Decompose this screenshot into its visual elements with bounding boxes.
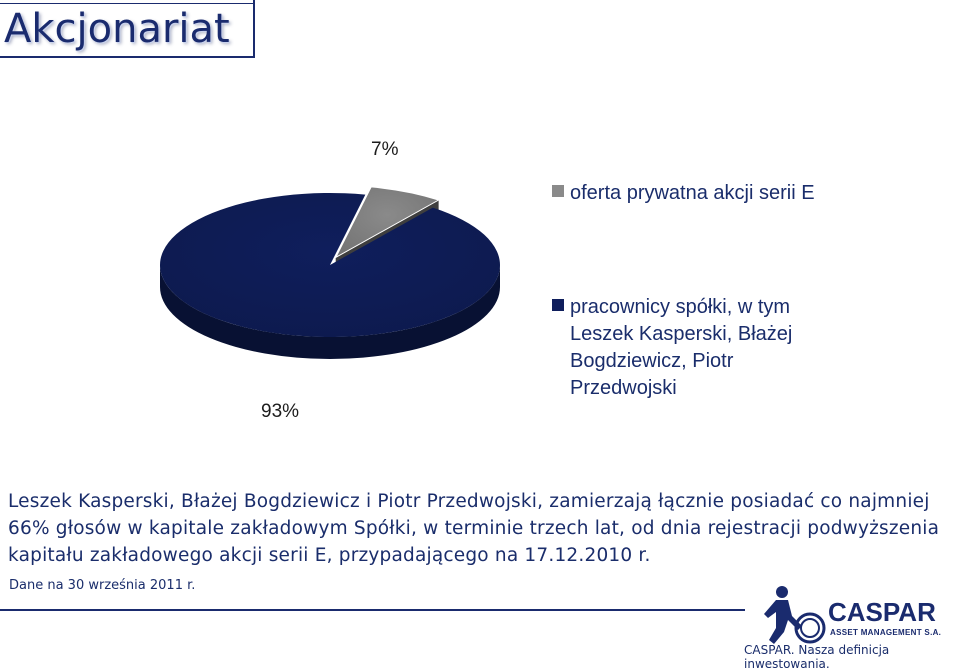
shareholder-note: Leszek Kasperski, Błażej Bogdziewicz i P… — [8, 488, 948, 569]
data-label-oferta: 7% — [371, 139, 399, 160]
page-title: Akcjonariat — [4, 6, 230, 52]
footer-rule — [0, 609, 745, 611]
logo-subtitle: ASSET MANAGEMENT S.A. — [830, 628, 942, 637]
legend-line: pracownicy spółki, w tym — [570, 296, 791, 318]
note-line: 66% głosów w kapitale zakładowym Spółki,… — [8, 518, 940, 539]
data-date-note: Dane na 30 września 2011 r. — [9, 578, 196, 593]
legend-line: Bogdziewicz, Piotr — [570, 350, 734, 372]
title-top-rule — [0, 3, 254, 4]
title-underline — [0, 56, 254, 58]
caspar-runner-logo-icon — [764, 586, 826, 644]
title-bracket — [253, 0, 255, 58]
legend-item-oferta: oferta prywatna akcji serii E — [552, 180, 815, 207]
legend-swatch-pracownicy — [552, 299, 564, 311]
pie-chart — [160, 186, 501, 359]
legend-label-oferta: oferta prywatna akcji serii E — [570, 182, 815, 204]
legend-item-pracownicy: pracownicy spółki, w tym Leszek Kaspersk… — [552, 294, 792, 402]
pie-slice-side-1 — [160, 265, 500, 359]
data-label-pracownicy: 93% — [261, 401, 300, 422]
legend-label-pracownicy: pracownicy spółki, w tym Leszek Kaspersk… — [570, 294, 792, 402]
legend-line: Przedwojski — [570, 377, 677, 399]
legend-swatch-oferta — [552, 185, 564, 197]
footer-slogan: CASPAR. Nasza definicja inwestowania. — [744, 643, 890, 671]
note-line: Leszek Kasperski, Błażej Bogdziewicz i P… — [8, 491, 930, 512]
legend-line: Leszek Kasperski, Błażej — [570, 323, 793, 345]
pie-slice-0 — [334, 186, 440, 259]
logo-name: CASPAR — [828, 597, 936, 627]
pie-slice-1 — [160, 193, 501, 337]
note-line: kapitału zakładowego akcji serii E, przy… — [8, 545, 651, 566]
